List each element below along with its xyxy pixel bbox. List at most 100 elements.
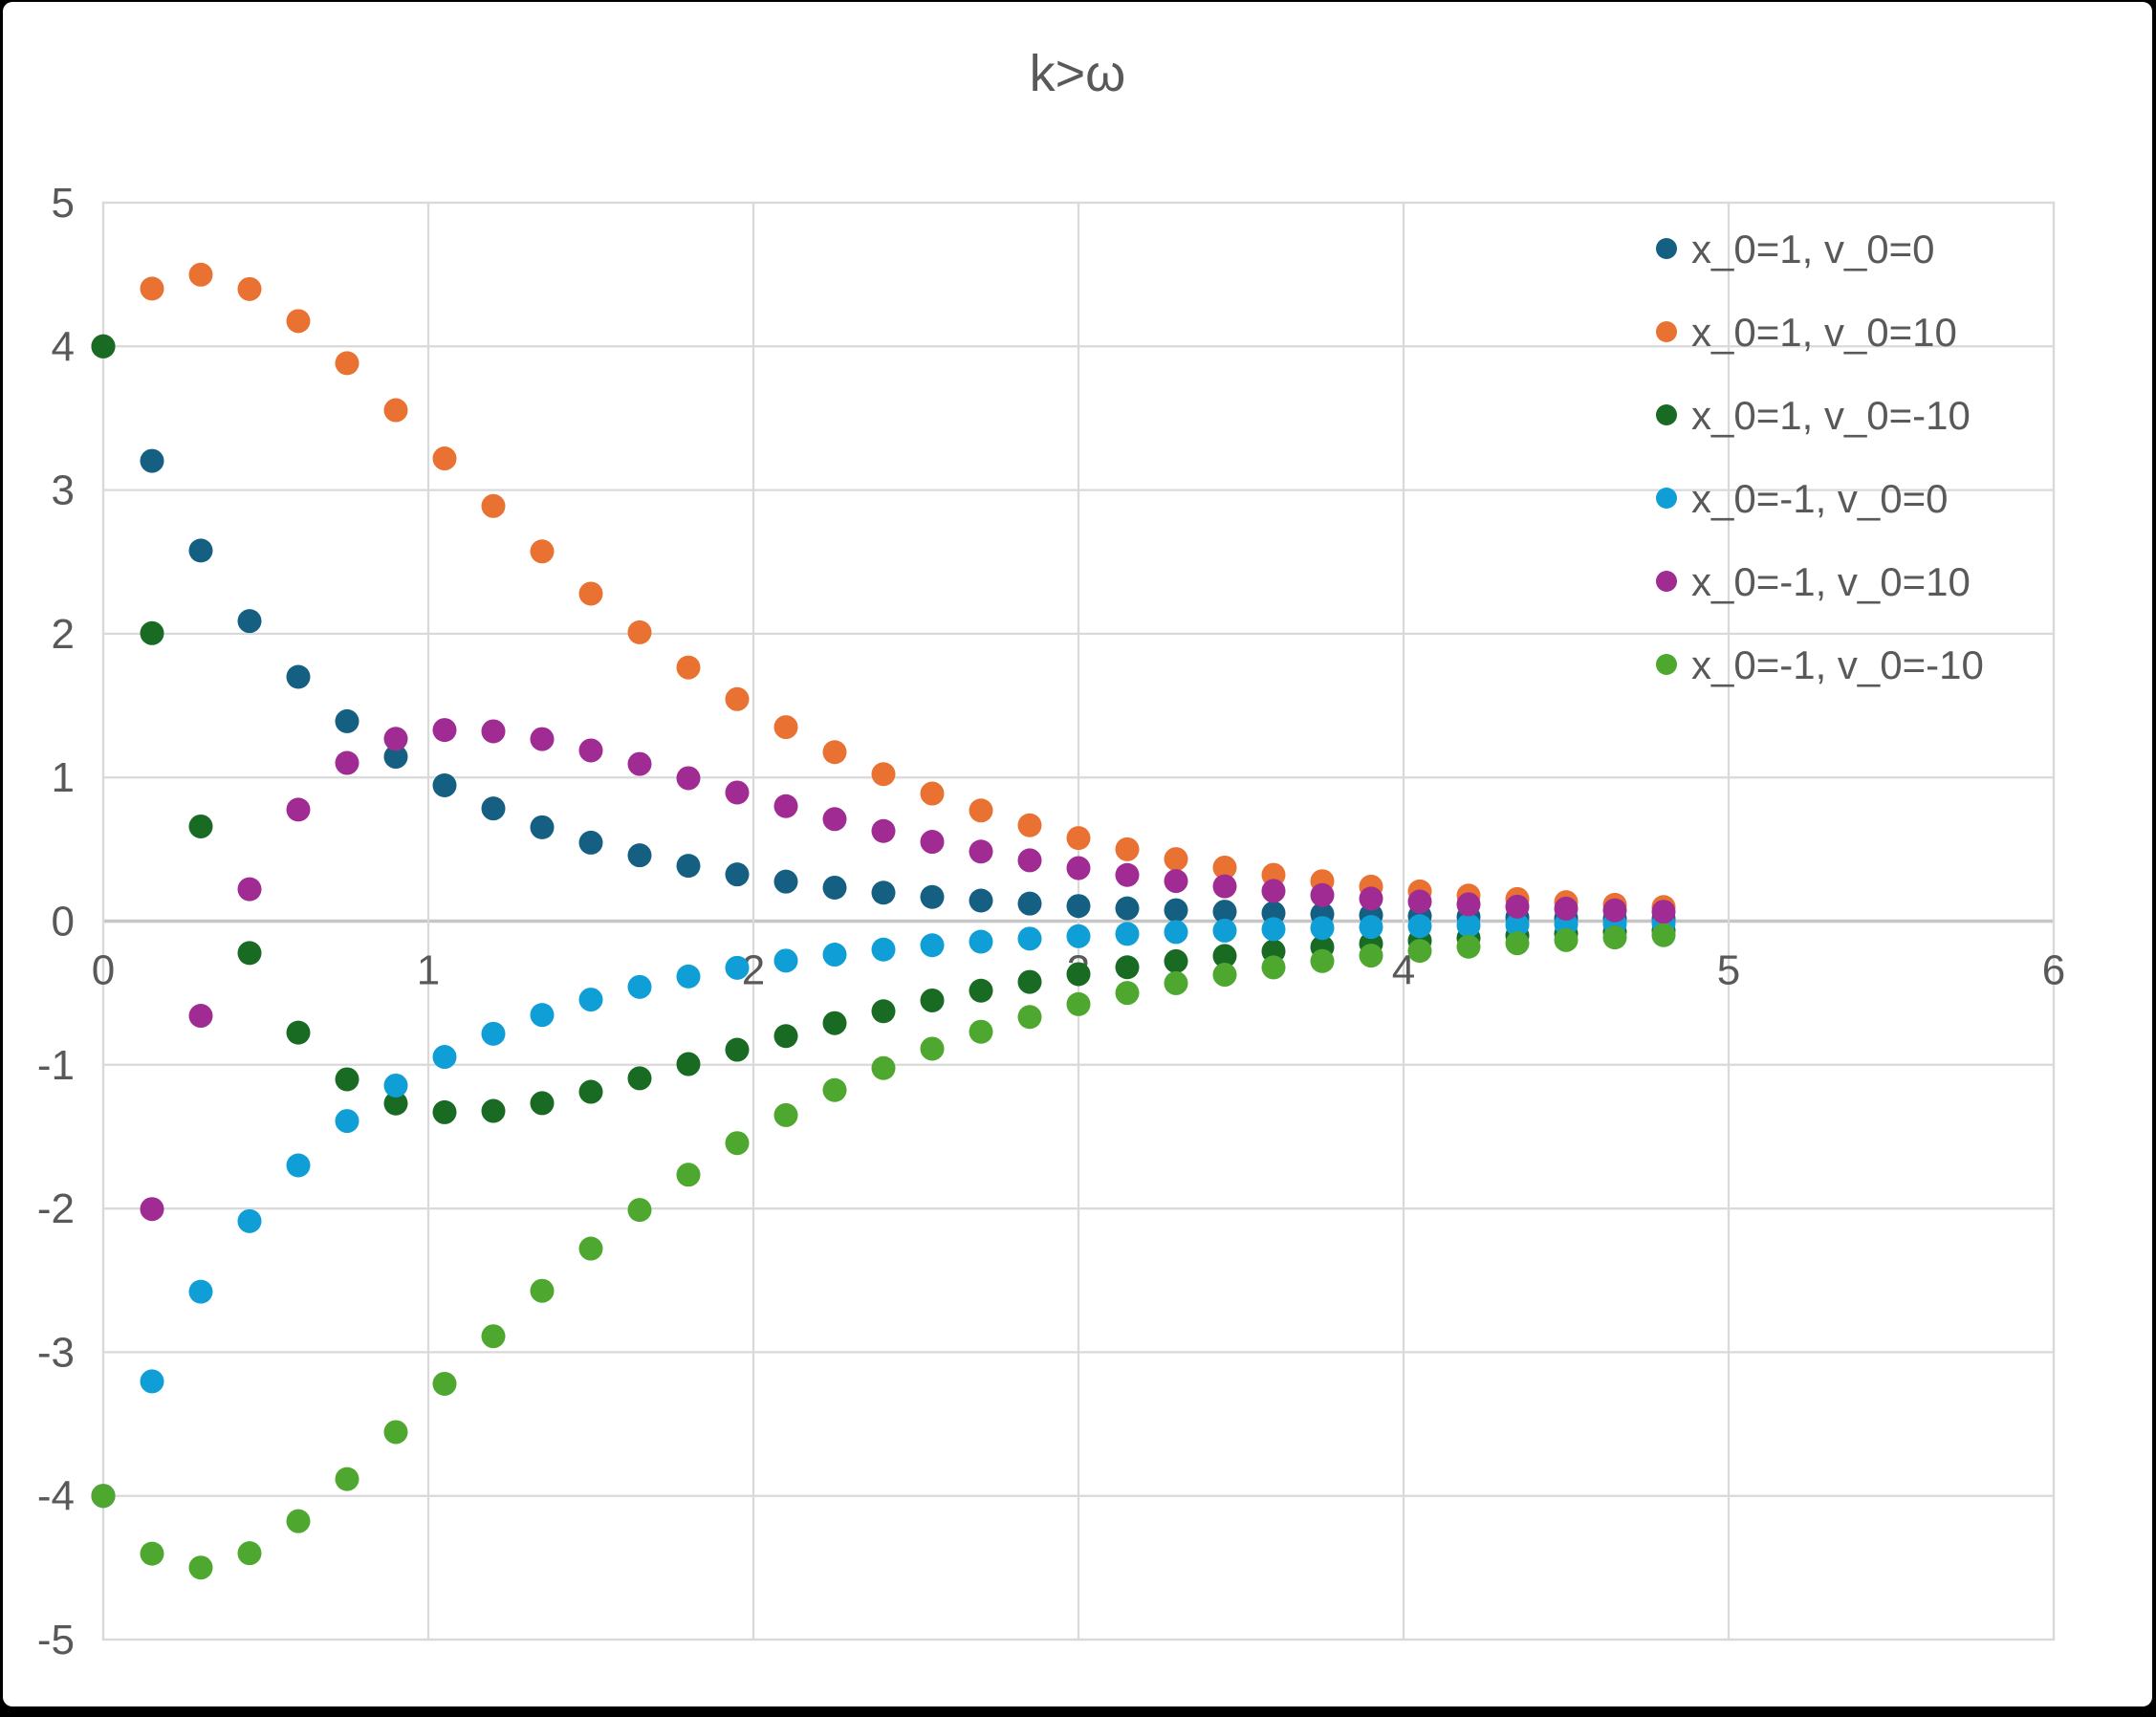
data-point (140, 276, 164, 301)
y-tick-label: -2 (37, 1185, 75, 1232)
data-point (1017, 969, 1042, 994)
data-point (822, 1011, 847, 1035)
series-3 (91, 334, 1676, 1124)
data-point (286, 797, 311, 822)
data-point (1164, 920, 1188, 945)
data-point (725, 862, 750, 887)
data-point (1017, 926, 1042, 951)
data-point (1212, 900, 1237, 924)
y-tick-label: 2 (52, 611, 75, 658)
y-tick-label: 5 (52, 180, 75, 227)
data-point (530, 815, 555, 839)
x-tick-label: 0 (92, 947, 115, 994)
data-point (773, 948, 798, 973)
legend-label: x_0=-1, v_0=10 (1691, 559, 1971, 604)
data-point (578, 738, 603, 763)
data-point (822, 807, 847, 832)
data-point (1651, 923, 1676, 947)
data-point (725, 1131, 750, 1156)
data-point (140, 448, 164, 473)
data-point (188, 538, 213, 563)
y-tick-label: -1 (37, 1042, 75, 1089)
legend-label: x_0=1, v_0=-10 (1691, 393, 1971, 438)
data-point (481, 796, 506, 821)
data-point (188, 814, 213, 838)
data-point (676, 854, 701, 879)
data-point (773, 1102, 798, 1127)
data-point (1261, 917, 1286, 942)
legend-marker-icon (1656, 654, 1677, 675)
data-point (627, 843, 652, 868)
data-point (1066, 856, 1091, 880)
data-point (286, 1153, 311, 1178)
data-point (530, 1003, 555, 1028)
data-point (920, 988, 945, 1012)
data-point (140, 1541, 164, 1566)
data-point (969, 978, 993, 1003)
legend-marker-icon (1656, 404, 1677, 425)
data-point (578, 581, 603, 606)
data-point (432, 718, 457, 743)
data-point (773, 869, 798, 894)
data-point (1066, 962, 1091, 987)
x-tick-label: 1 (417, 947, 440, 994)
data-point (1310, 948, 1335, 973)
chart-title: k>ω (1030, 45, 1126, 102)
data-point (432, 772, 457, 797)
data-point (286, 664, 311, 689)
data-point (627, 751, 652, 776)
data-point (920, 830, 945, 855)
y-tick-label: 1 (52, 754, 75, 801)
data-point (237, 609, 262, 634)
legend-marker-icon (1656, 321, 1677, 342)
data-point (383, 727, 408, 751)
data-point (1554, 927, 1579, 952)
data-point (822, 875, 847, 900)
data-point (1407, 914, 1432, 939)
legend-marker-icon (1656, 488, 1677, 509)
data-point (871, 999, 896, 1024)
data-point (578, 1079, 603, 1104)
legend-item-2: x_0=1, v_0=10 (1656, 310, 1957, 355)
y-tick-label: -5 (37, 1617, 75, 1663)
data-point (1359, 915, 1383, 940)
data-point (1164, 869, 1188, 894)
data-point (91, 334, 116, 359)
data-point (1602, 925, 1627, 950)
legend: x_0=1, v_0=0 x_0=1, v_0=10 x_0=1, v_0=-10x… (1656, 227, 1984, 687)
data-point (822, 943, 847, 967)
data-point (237, 941, 262, 966)
data-point (140, 1369, 164, 1394)
data-point (1505, 931, 1530, 956)
data-point (627, 1198, 652, 1223)
data-point (1115, 981, 1140, 1006)
data-point (920, 884, 945, 909)
data-point (969, 888, 993, 913)
data-point (969, 929, 993, 954)
data-point (1359, 886, 1383, 911)
data-point (1456, 892, 1481, 917)
data-point (1115, 922, 1140, 946)
legend-item-6: x_0=-1, v_0=-10 (1656, 642, 1984, 687)
data-point (383, 1420, 408, 1445)
legend-label: x_0=-1, v_0=-10 (1691, 642, 1984, 687)
data-point (1066, 826, 1091, 851)
y-tick-label: 0 (52, 899, 75, 945)
data-point (1212, 918, 1237, 943)
data-point (871, 762, 896, 787)
y-tick-label: -3 (37, 1329, 75, 1376)
data-point (1164, 948, 1188, 973)
data-point (432, 1099, 457, 1124)
x-tick-label: 5 (1717, 947, 1740, 994)
data-point (578, 1236, 603, 1261)
data-point (383, 745, 408, 770)
data-point (676, 766, 701, 791)
data-point (432, 1045, 457, 1070)
legend-item-3: x_0=1, v_0=-10 (1656, 393, 1971, 438)
data-point (188, 262, 213, 287)
data-point (335, 351, 359, 376)
data-point (530, 727, 555, 751)
data-point (1212, 874, 1237, 899)
legend-label: x_0=-1, v_0=0 (1691, 476, 1949, 521)
